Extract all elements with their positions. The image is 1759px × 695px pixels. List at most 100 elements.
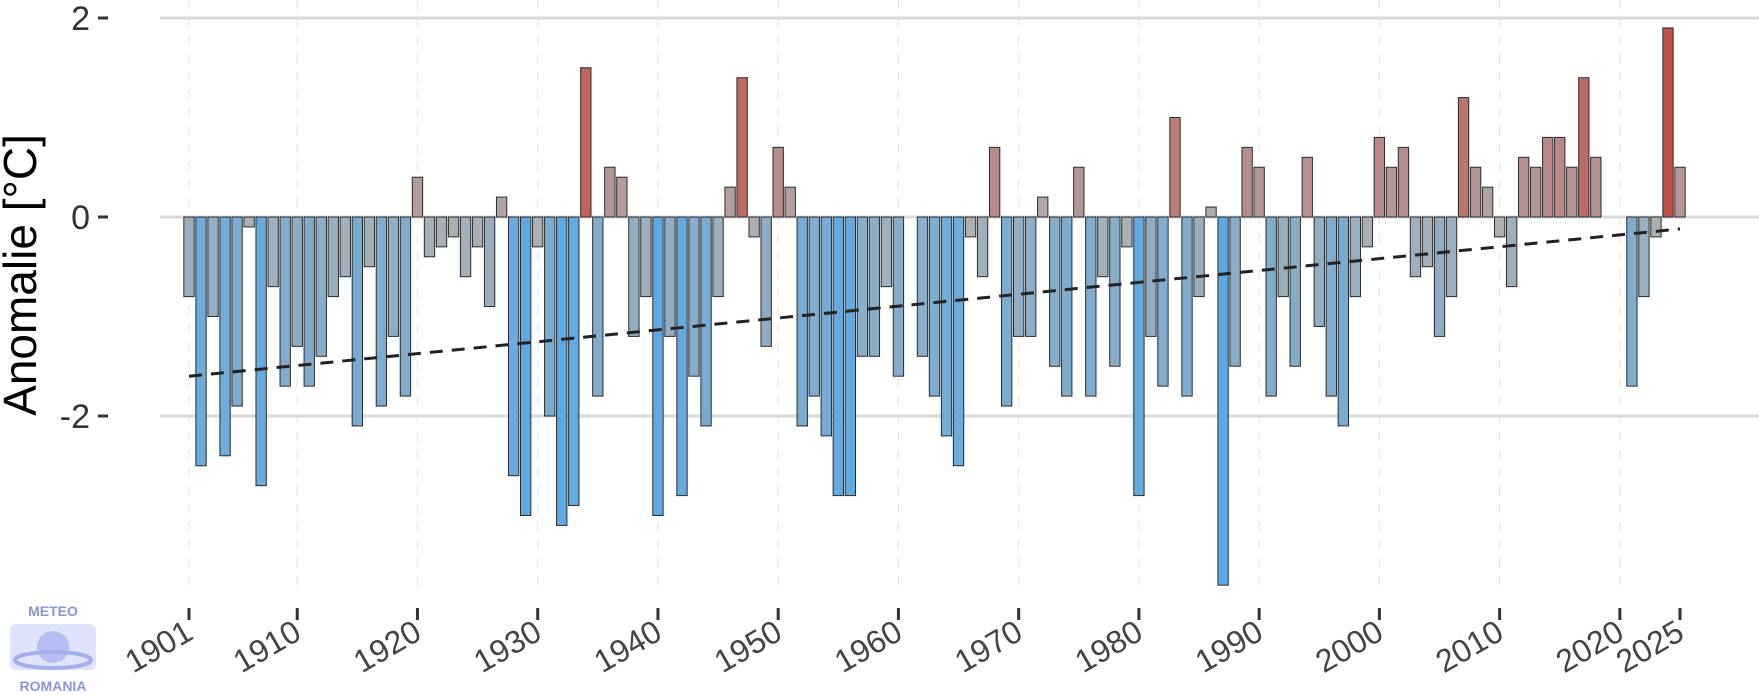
- x-tick-label: 1910: [227, 613, 307, 680]
- bar: [748, 216, 760, 238]
- bar: [411, 176, 424, 218]
- bar: [1313, 216, 1325, 327]
- bar: [676, 216, 688, 497]
- x-tick-label: 1950: [708, 613, 788, 680]
- bar: [1650, 216, 1662, 238]
- bar: [471, 216, 484, 248]
- sun-icon: [37, 631, 69, 663]
- bar: [1397, 146, 1410, 218]
- bar: [267, 216, 279, 288]
- meteo-romania-logo: METEO ROMANIA: [10, 603, 96, 694]
- bar: [1241, 146, 1253, 218]
- bar: [1229, 216, 1241, 367]
- bar: [760, 216, 772, 347]
- bar: [183, 216, 195, 298]
- x-axis: 1901 1910 1920 1930 1940 1950 1960 1970 1980 1990…: [119, 608, 1690, 680]
- x-tick-label: 2010: [1429, 613, 1509, 680]
- trend-line-path: [188, 227, 1681, 378]
- bar: [243, 216, 255, 228]
- bar: [544, 216, 556, 417]
- x-tick-label: 1920: [347, 613, 427, 680]
- y-tick-label: -2: [60, 398, 90, 436]
- bar: [1554, 136, 1566, 218]
- bar: [1193, 216, 1205, 298]
- y-axis-label: Anomalie [°C]: [0, 134, 46, 416]
- bar: [1133, 216, 1145, 497]
- bar: [1530, 166, 1542, 218]
- bar: [1217, 216, 1229, 586]
- bars: [183, 27, 1686, 586]
- bar: [916, 216, 929, 357]
- bar: [1289, 216, 1301, 367]
- bar: [1325, 216, 1337, 397]
- bar: [219, 216, 231, 457]
- bar: [1409, 216, 1422, 278]
- bar: [772, 146, 784, 218]
- bar: [796, 216, 808, 427]
- bar: [1566, 166, 1578, 218]
- bar: [628, 216, 640, 337]
- bar: [940, 216, 953, 437]
- bar: [351, 216, 364, 427]
- bar: [1012, 216, 1025, 337]
- bar: [1265, 216, 1277, 397]
- logo-bottom-text: ROMANIA: [20, 678, 87, 694]
- bar: [1037, 196, 1049, 218]
- bar: [1025, 216, 1037, 337]
- bar: [1073, 166, 1085, 218]
- bar: [1373, 136, 1386, 218]
- bar: [556, 216, 568, 526]
- bar: [1638, 216, 1650, 298]
- bar: [1421, 216, 1434, 268]
- bar: [1301, 156, 1313, 218]
- bar: [832, 216, 844, 497]
- bar: [423, 216, 436, 258]
- y-tick-label: 0: [71, 199, 90, 237]
- bar: [1457, 97, 1470, 218]
- bar: [255, 216, 267, 487]
- bar: [195, 216, 207, 467]
- bar: [580, 67, 592, 218]
- trend-line: [188, 227, 1681, 378]
- x-tick-label: 1930: [468, 613, 548, 680]
- bar: [207, 216, 219, 317]
- bar: [1000, 216, 1013, 407]
- bar: [712, 216, 724, 298]
- bar: [303, 216, 315, 387]
- bar: [1493, 216, 1506, 238]
- bar: [1433, 216, 1446, 337]
- logo-top-text: METEO: [28, 603, 78, 619]
- bar: [1590, 156, 1602, 218]
- bar: [868, 216, 881, 357]
- bar: [1469, 166, 1482, 218]
- bar: [1662, 27, 1674, 218]
- bar: [399, 216, 412, 397]
- bar: [1337, 216, 1349, 427]
- bar: [976, 216, 989, 278]
- bar: [856, 216, 869, 357]
- x-tick-label: 2000: [1309, 613, 1389, 680]
- bar: [363, 216, 376, 268]
- bar: [459, 216, 472, 278]
- bar: [520, 216, 532, 516]
- y-tick-label: 2: [71, 0, 90, 38]
- bar: [1542, 136, 1554, 218]
- bar: [1349, 216, 1362, 298]
- bar: [1145, 216, 1157, 337]
- bar: [724, 186, 736, 218]
- x-tick-label: 1901: [119, 613, 199, 680]
- x-tick-label: 2025: [1610, 613, 1690, 680]
- bar: [1205, 206, 1217, 218]
- bar: [315, 216, 327, 357]
- bar: [447, 216, 460, 238]
- bar: [604, 166, 616, 218]
- bar: [820, 216, 832, 437]
- bar: [988, 146, 1001, 218]
- bar: [844, 216, 857, 497]
- bar: [880, 216, 893, 288]
- bar: [387, 216, 400, 337]
- bar: [1157, 216, 1169, 387]
- bar: [664, 216, 676, 337]
- bar: [1445, 216, 1458, 298]
